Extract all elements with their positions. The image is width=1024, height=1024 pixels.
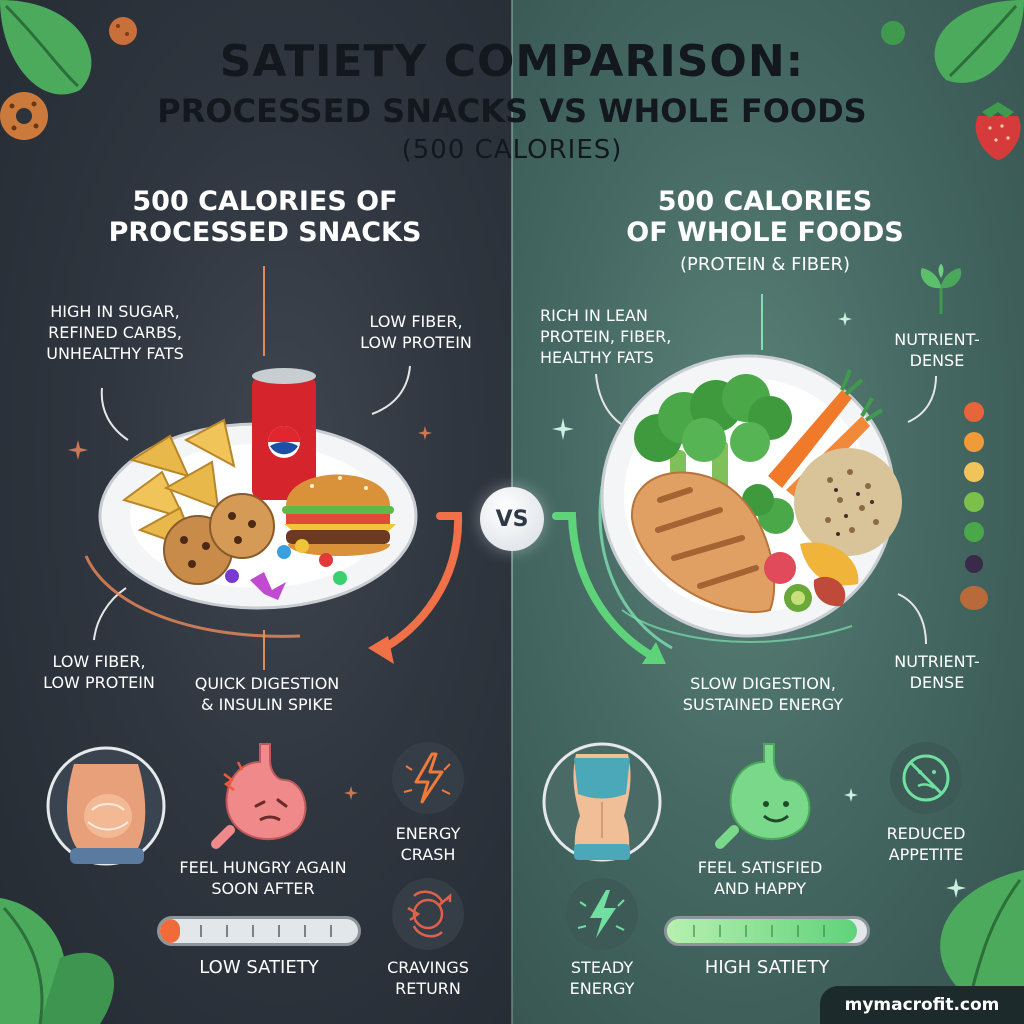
right-heading-line2: OF WHOLE FOODS [626,217,904,249]
reduced-appetite-circle [890,742,962,814]
low-satiety-bar [157,916,361,946]
leaf-top-left-icon [0,0,92,95]
main-subtitle: PROCESSED SNACKS VS WHOLE FOODS [157,92,867,130]
main-title: SATIETY COMPARISON: [219,36,805,87]
label-nutrient-bottom: NUTRIENT- DENSE [894,652,980,692]
label-rich-in: RICH IN LEAN PROTEIN, FIBER, HEALTHY FAT… [540,306,672,367]
label-feel-hungry: FEEL HUNGRY AGAIN SOON AFTER [179,858,347,898]
leaf-bottom-left-icon [0,898,115,1024]
vs-badge: VS [480,487,544,551]
donut-icon [0,92,48,140]
sparkle-icon [946,878,966,898]
label-energy-crash: ENERGY CRASH [395,824,461,864]
nutrient-dots-icon [960,402,988,610]
right-connectors [552,294,937,664]
left-heading-line1: 500 CALORIES OF [132,186,398,217]
right-heading-line3: (PROTEIN & FIBER) [679,253,851,275]
processed-snacks-plate-icon [98,368,418,610]
low-satiety-label: LOW SATIETY [199,957,319,978]
left-connectors [84,266,463,670]
label-high-sugar: HIGH IN SUGAR, REFINED CARBS, UNHEALTHY … [46,302,184,363]
label-nutrient-top: NUTRIENT- DENSE [894,330,980,370]
label-low-fiber-top: LOW FIBER, LOW PROTEIN [360,312,472,352]
calorie-note: (500 CALORIES) [401,135,623,165]
label-slow-digestion: SLOW DIGESTION, SUSTAINED ENERGY [682,674,844,714]
label-reduced-appetite: REDUCED APPETITE [886,824,966,864]
high-satiety-bar-fill [667,919,857,943]
steady-energy-bolt-icon [577,890,625,938]
high-satiety-bar [664,916,870,946]
bloated-belly-icon [46,746,166,866]
brand-url: mymacrofit.com [820,986,1024,1024]
lightning-bolt-icon [403,752,451,804]
cravings-circle [392,878,464,950]
pea-icon [881,21,905,45]
sparkle-icon [844,788,858,802]
sparkle-icon [344,786,358,800]
fit-torso-icon [542,742,662,862]
sparkle-icon [838,312,852,326]
sparkle-icon [552,418,574,440]
left-heading-line2: PROCESSED SNACKS [108,217,422,249]
herb-sprig-icon [920,264,962,314]
sparkle-icon [418,426,432,440]
low-satiety-bar-fill [160,919,180,943]
cravings-icon [407,890,452,938]
upset-stomach-icon [211,743,307,849]
leaf-top-right-icon [934,0,1024,83]
label-low-fiber-bottom: LOW FIBER, LOW PROTEIN [43,652,155,692]
label-feel-satisfied: FEEL SATISFIED AND HAPPY [697,858,823,898]
steady-energy-circle [566,878,638,950]
label-cravings: CRAVINGS RETURN [387,958,469,998]
sparkle-icon [68,440,88,460]
leaf-bottom-right-icon [940,870,1024,991]
low-satiety-bar-ticks [200,925,332,937]
happy-stomach-icon [715,743,811,849]
high-satiety-bar-ticks [693,925,825,937]
left-heading: 500 CALORIES OF PROCESSED SNACKS [60,186,470,249]
label-quick-digestion: QUICK DIGESTION & INSULIN SPIKE [194,674,340,714]
whole-foods-plate-icon [600,354,902,638]
energy-crash-circle [392,742,464,814]
orange-ball-icon [109,17,137,45]
high-satiety-label: HIGH SATIETY [704,957,830,978]
reduced-appetite-icon [902,754,950,802]
right-heading-line1: 500 CALORIES [657,186,873,217]
strawberry-icon [975,102,1021,160]
right-heading: 500 CALORIES OF WHOLE FOODS (PROTEIN & F… [560,186,970,276]
label-steady-energy: STEADY ENERGY [569,958,635,998]
